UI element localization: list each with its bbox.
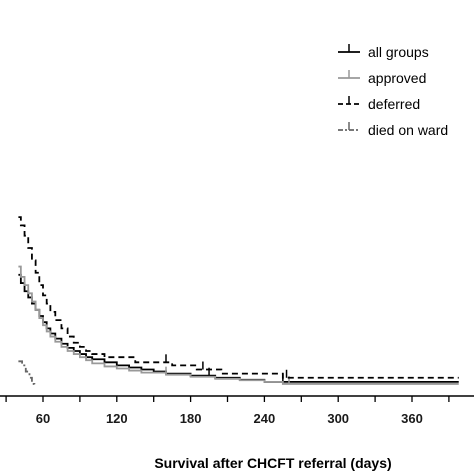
tick-layer: 60 120 180 240 300 360 [5, 396, 450, 426]
series-approved [18, 265, 459, 385]
legend-label: deferred [368, 96, 420, 112]
x-tick-label: 120 [106, 411, 128, 426]
legend-label: died on ward [368, 122, 448, 138]
x-tick-label: 360 [401, 411, 423, 426]
x-tick-label: 300 [327, 411, 349, 426]
series-line-deferred [18, 216, 459, 379]
x-tick-label: 180 [180, 411, 202, 426]
x-tick-label: 240 [254, 411, 276, 426]
legend-item: deferred [338, 96, 420, 112]
x-tick-label: 60 [36, 411, 50, 426]
legend-item: died on ward [338, 122, 448, 138]
legend-label: approved [368, 70, 426, 86]
x-axis-title: Survival after CHCFT referral (days) [154, 455, 391, 471]
legend-label: all groups [368, 44, 429, 60]
legend: all groups approved deferred died on ward [338, 44, 448, 138]
series-line-approved [18, 265, 459, 385]
legend-item: all groups [338, 44, 429, 60]
series-deferred [18, 216, 459, 379]
series-all-groups [18, 273, 459, 383]
series-died-on-ward [18, 360, 36, 386]
series-layer [18, 216, 459, 386]
series-line-died-on-ward [18, 360, 36, 386]
legend-item: approved [338, 70, 426, 86]
series-line-all-groups [18, 273, 459, 383]
